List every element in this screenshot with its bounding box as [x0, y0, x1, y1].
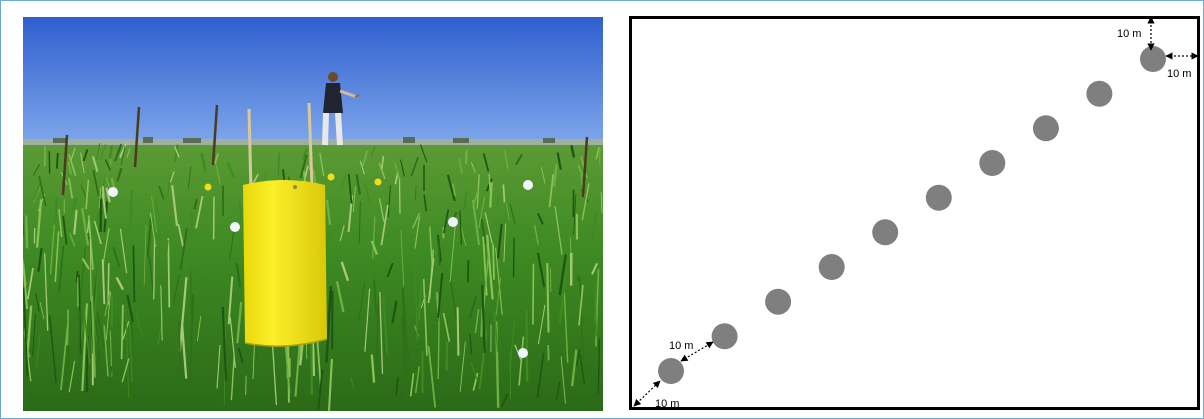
transect-diagram: 10 m 10 m 10 m 10 m: [629, 16, 1201, 410]
trap-point: [872, 219, 899, 246]
yellow-sticky-trap: [243, 102, 328, 347]
horizon-strip: [23, 139, 603, 147]
trap-point: [979, 150, 1006, 176]
trap-point: [658, 358, 684, 384]
trap-points: [658, 46, 1166, 384]
meadow-photo: [23, 17, 603, 411]
dimension-label-right: 10 m: [1167, 68, 1191, 80]
field-photo: [23, 17, 603, 411]
person-figure: [322, 72, 360, 146]
trap-point: [1032, 115, 1059, 142]
trap-point: [818, 254, 845, 280]
dimension-label-between: 10 m: [669, 340, 693, 352]
trap-point: [1140, 46, 1166, 72]
trap-point: [925, 184, 952, 211]
trap-point: [1086, 80, 1113, 107]
dimension-label-bottom: 10 m: [655, 398, 679, 410]
distant-trees: [53, 137, 555, 143]
transect-svg: 10 m 10 m 10 m 10 m: [629, 16, 1200, 410]
sky: [23, 17, 603, 145]
trap-point: [711, 323, 738, 350]
plot-boundary: [629, 16, 1200, 410]
wildflowers: [108, 173, 533, 358]
dimension-label-top: 10 m: [1117, 28, 1141, 40]
trap-point: [765, 288, 792, 315]
